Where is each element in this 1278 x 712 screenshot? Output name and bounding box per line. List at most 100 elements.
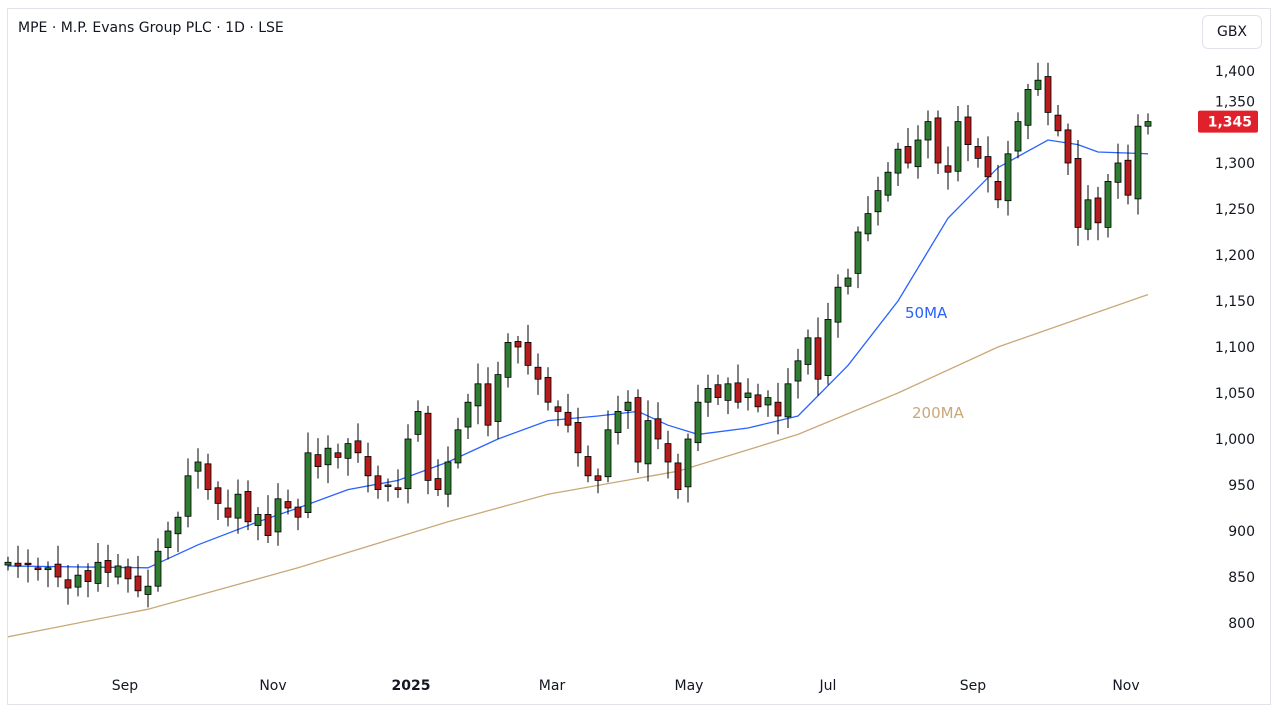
candle-body bbox=[274, 498, 282, 533]
candle bbox=[984, 136, 992, 193]
candle bbox=[604, 410, 612, 483]
candle bbox=[284, 489, 292, 515]
candle-body bbox=[184, 475, 192, 517]
candle bbox=[104, 544, 112, 588]
candle-body bbox=[464, 401, 472, 428]
candle bbox=[1064, 123, 1072, 175]
last-price-badge bbox=[1198, 110, 1258, 133]
candle bbox=[244, 480, 252, 531]
candle bbox=[1104, 174, 1112, 238]
candle-body bbox=[1064, 129, 1072, 164]
candle bbox=[474, 363, 482, 425]
x-tick-label: Sep bbox=[960, 678, 987, 694]
candle bbox=[974, 138, 982, 168]
candle-body bbox=[824, 318, 832, 376]
candle bbox=[754, 383, 762, 413]
candle-body bbox=[584, 456, 592, 477]
candle-body bbox=[544, 376, 552, 403]
candle-body bbox=[304, 452, 312, 513]
candle-body bbox=[914, 139, 922, 168]
candle-body bbox=[434, 478, 442, 490]
candle-body bbox=[854, 231, 862, 274]
candle-body bbox=[4, 561, 12, 566]
candle-body bbox=[864, 213, 872, 235]
x-tick-label: Jul bbox=[819, 678, 837, 694]
candle bbox=[224, 489, 232, 527]
candle bbox=[494, 361, 502, 439]
candle bbox=[804, 329, 812, 375]
candle bbox=[794, 348, 802, 399]
candle-body bbox=[814, 337, 822, 380]
ma-label-50: 50MA bbox=[905, 304, 948, 322]
candle-body bbox=[244, 491, 252, 523]
x-tick-label: 2025 bbox=[392, 678, 431, 694]
candle bbox=[844, 268, 852, 295]
candle bbox=[894, 142, 902, 186]
candle-body bbox=[704, 387, 712, 403]
candle-body bbox=[344, 443, 352, 459]
candle-body bbox=[254, 514, 262, 526]
candle bbox=[954, 105, 962, 182]
currency-button[interactable]: GBX bbox=[1202, 15, 1262, 49]
chart-title: MPE · M.P. Evans Group PLC · 1D · LSE bbox=[18, 20, 284, 36]
candle-body bbox=[1024, 89, 1032, 126]
candle-body bbox=[364, 456, 372, 477]
candle bbox=[374, 465, 382, 499]
candle bbox=[114, 554, 122, 585]
candle bbox=[294, 498, 302, 531]
y-tick-label: 900 bbox=[1228, 524, 1255, 540]
candle bbox=[614, 395, 622, 445]
candle-body bbox=[234, 493, 242, 519]
candle-body bbox=[214, 487, 222, 504]
candle bbox=[434, 459, 442, 497]
candle bbox=[874, 176, 882, 226]
candle bbox=[744, 378, 752, 411]
y-tick-label: 850 bbox=[1228, 570, 1255, 586]
candle bbox=[884, 162, 892, 202]
candle-body bbox=[384, 484, 392, 487]
candle bbox=[194, 448, 202, 489]
candle-body bbox=[894, 148, 902, 174]
candle bbox=[214, 481, 222, 520]
candle-body bbox=[134, 575, 142, 592]
candle-body bbox=[34, 567, 42, 571]
chart-frame bbox=[7, 8, 1271, 705]
candle bbox=[354, 423, 362, 463]
candle-body bbox=[454, 429, 462, 464]
candle bbox=[994, 164, 1002, 209]
candle bbox=[134, 555, 142, 598]
candle-body bbox=[644, 420, 652, 465]
candle-body bbox=[724, 383, 732, 401]
y-tick-label: 1,100 bbox=[1215, 340, 1255, 356]
candle bbox=[924, 110, 932, 159]
candle-body bbox=[534, 366, 542, 380]
candle-body bbox=[924, 121, 932, 141]
candle bbox=[774, 382, 782, 435]
last-price-label: 1,345 bbox=[1208, 115, 1252, 131]
candle-body bbox=[1034, 79, 1042, 90]
candle bbox=[154, 538, 162, 592]
candle-body bbox=[504, 341, 512, 378]
candle-body bbox=[744, 392, 752, 398]
candle-body bbox=[1054, 114, 1062, 132]
candle-body bbox=[834, 286, 842, 323]
y-tick-label: 1,400 bbox=[1215, 64, 1255, 80]
candle bbox=[574, 407, 582, 467]
candle bbox=[364, 442, 372, 493]
candle-body bbox=[604, 429, 612, 478]
candle-body bbox=[264, 514, 272, 537]
candle bbox=[634, 389, 642, 474]
candle bbox=[734, 364, 742, 409]
x-tick-label: Sep bbox=[112, 678, 139, 694]
candle-body bbox=[24, 562, 32, 566]
candle-body bbox=[774, 401, 782, 417]
candle bbox=[74, 564, 82, 597]
candle bbox=[304, 432, 312, 519]
candle-body bbox=[1114, 162, 1122, 183]
candle bbox=[44, 561, 52, 588]
candle bbox=[1134, 114, 1142, 215]
candle-body bbox=[884, 171, 892, 196]
candle-body bbox=[614, 410, 622, 433]
candle-body bbox=[1134, 125, 1142, 200]
